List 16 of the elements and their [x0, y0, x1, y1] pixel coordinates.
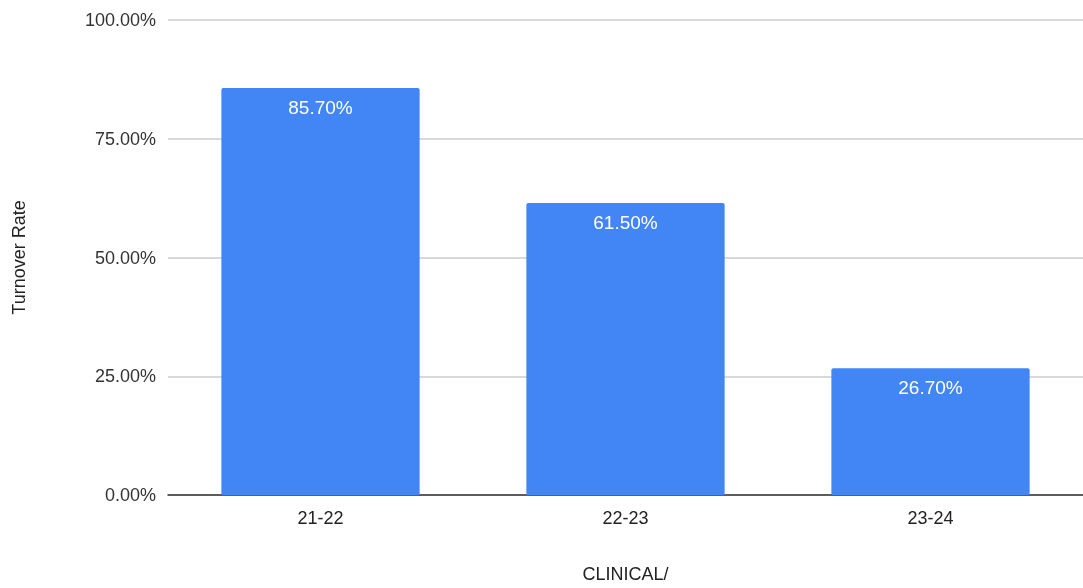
- x-axis-title: CLINICAL/: [582, 564, 669, 584]
- bar: [831, 368, 1030, 495]
- y-tick-label: 100.00%: [84, 10, 156, 30]
- y-tick-label: 50.00%: [94, 247, 156, 268]
- y-axis-title: Turnover Rate: [9, 200, 29, 315]
- data-label: 85.70%: [288, 96, 353, 118]
- data-label: 26.70%: [898, 377, 963, 399]
- x-tick-label: 23-24: [907, 508, 954, 528]
- bar: [221, 87, 420, 495]
- y-tick-label: 75.00%: [94, 128, 156, 149]
- x-tick-label: 22-23: [602, 508, 649, 528]
- x-tick-label: 21-22: [297, 508, 344, 528]
- y-tick-label: 0.00%: [104, 485, 156, 505]
- y-tick-label: 25.00%: [94, 366, 156, 387]
- data-label: 61.50%: [593, 211, 658, 233]
- bar: [526, 202, 725, 495]
